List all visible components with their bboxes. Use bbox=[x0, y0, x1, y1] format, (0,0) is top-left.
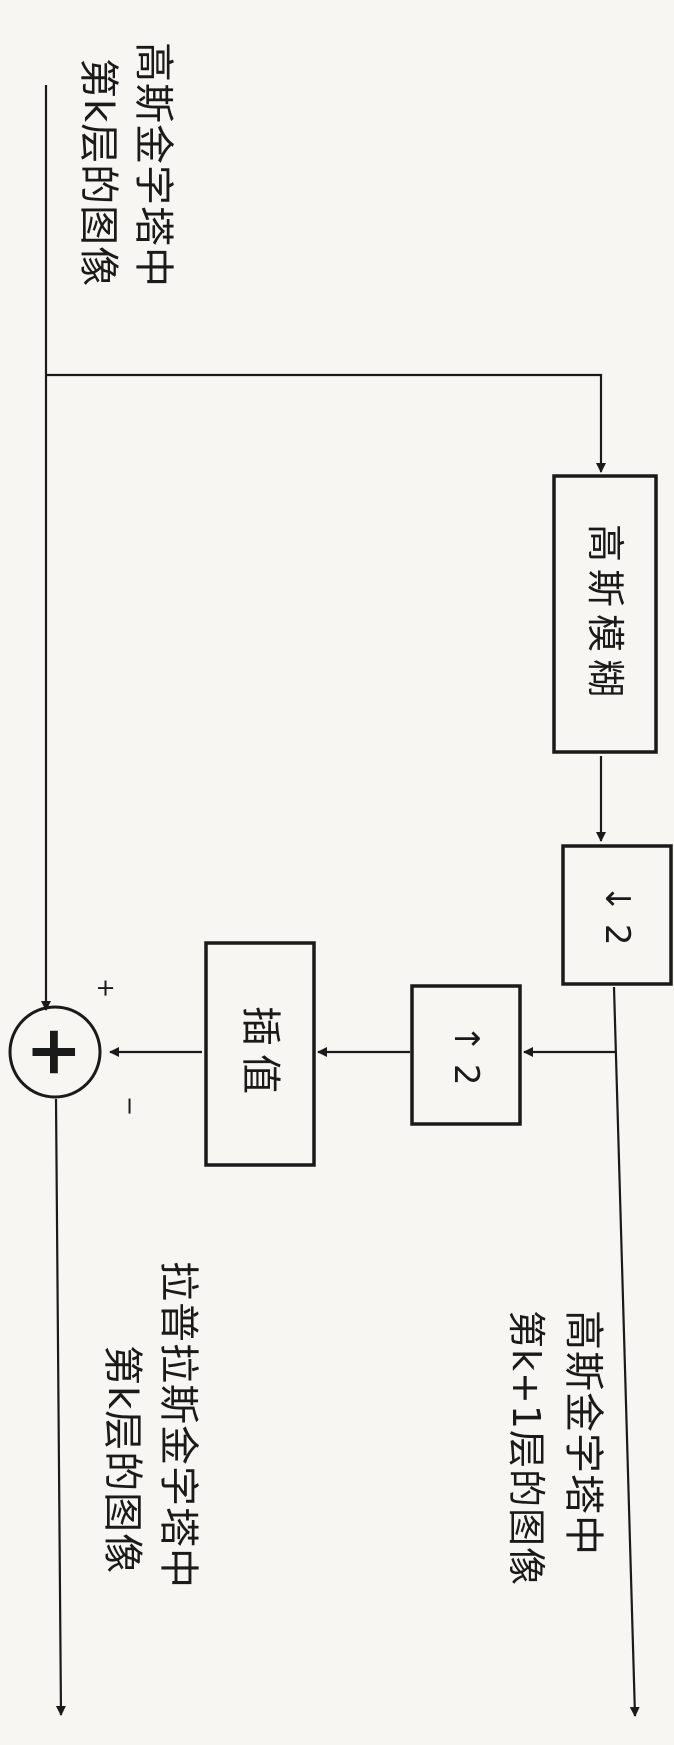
gaussian-output-line1: 高斯金字塔中 bbox=[560, 1310, 606, 1556]
interpolate-block bbox=[204, 941, 316, 1167]
upsample-block bbox=[410, 984, 522, 1126]
summing-node bbox=[8, 1005, 102, 1099]
input-label-line2: 第k层的图像 bbox=[75, 58, 121, 287]
gaussian-blur-label: 高斯模糊 bbox=[583, 524, 627, 704]
laplacian-output-line1: 拉普拉斯金字塔中 bbox=[155, 1261, 201, 1589]
minus-sign: − bbox=[116, 1096, 144, 1116]
laplacian-output-arrow bbox=[54, 1098, 66, 1716]
upsample-label: ↑ 2 bbox=[446, 1025, 486, 1086]
branch-line bbox=[46, 373, 606, 473]
gaussian-blur-block bbox=[552, 474, 658, 754]
summing-node-symbol: + bbox=[16, 1024, 95, 1081]
gaussian-output-arrow bbox=[612, 986, 640, 1717]
downsample-block bbox=[561, 844, 673, 986]
interpolate-label: 插值 bbox=[237, 1006, 283, 1102]
input-label-line1: 高斯金字塔中 bbox=[130, 42, 176, 288]
laplacian-output-line2: 第k层的图像 bbox=[99, 1345, 145, 1574]
gaussian-output-line2: 第k+1层的图像 bbox=[504, 1310, 548, 1586]
downsample-label: ↓ 2 bbox=[597, 885, 637, 946]
plus-sign: + bbox=[92, 978, 120, 998]
